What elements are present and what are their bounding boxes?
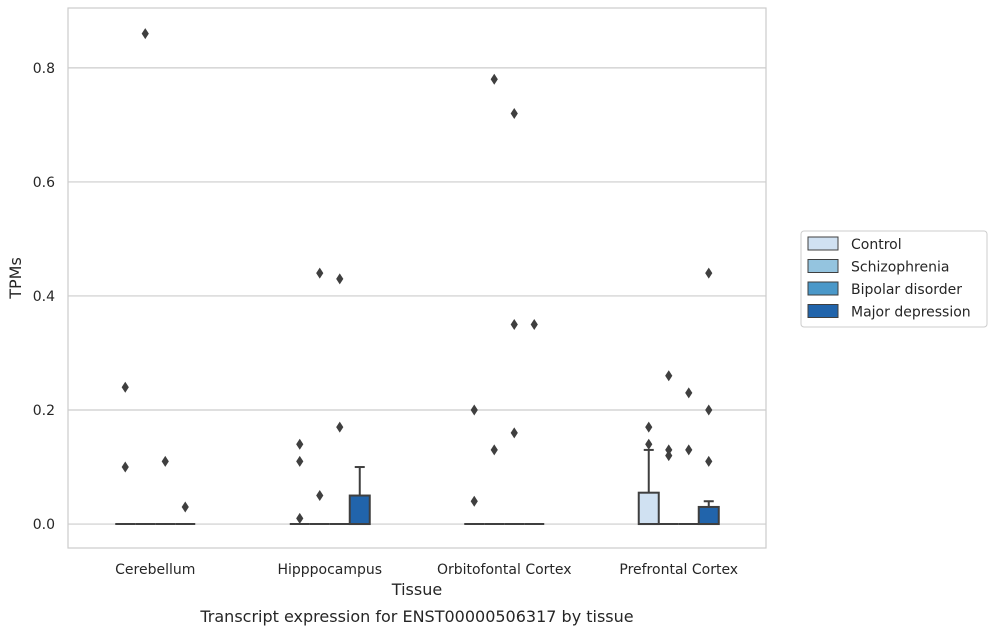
outlier-point <box>510 318 518 330</box>
box-control <box>637 448 660 526</box>
box-body <box>348 494 371 526</box>
outlier-point <box>336 273 344 285</box>
chart-title: Transcript expression for ENST0000050631… <box>199 607 633 626</box>
box-body <box>637 491 660 526</box>
outlier-point <box>121 461 129 473</box>
outlier-point <box>336 421 344 433</box>
outlier-point <box>490 73 498 85</box>
legend: Control Schizophrenia Bipolar disorder Majo… <box>800 230 988 328</box>
y-tick-label: 0.2 <box>33 403 55 419</box>
plot-frame <box>67 7 767 549</box>
outlier-point <box>181 501 189 513</box>
legend-label: Control <box>851 237 902 253</box>
x-tick-labels: Cerebellum Hipppocampus Orbitofontal Corte… <box>115 562 738 578</box>
x-axis-label: Tissue <box>391 580 442 599</box>
outlier-point <box>665 444 673 456</box>
legend-swatch <box>807 259 839 273</box>
outlier-point <box>316 490 324 502</box>
outlier-point <box>470 404 478 416</box>
y-tick-label: 0.6 <box>33 175 55 191</box>
outlier-point <box>161 455 169 467</box>
box-major-depression <box>697 500 720 526</box>
y-tick-labels: 0.0 0.2 0.4 0.6 0.8 <box>33 61 55 533</box>
x-tick-label: Prefrontal Cortex <box>619 562 738 578</box>
outlier-point <box>316 267 324 279</box>
grid-lines <box>68 67 766 525</box>
outlier-point <box>470 495 478 507</box>
outlier-point <box>645 438 653 450</box>
x-tick-label: Hipppocampus <box>277 562 382 578</box>
outlier-point <box>705 404 713 416</box>
legend-label: Bipolar disorder <box>851 282 962 298</box>
outlier-point <box>705 455 713 467</box>
outlier-point <box>296 455 304 467</box>
legend-swatch <box>807 281 839 296</box>
outlier-point <box>510 107 518 119</box>
x-tick-label: Cerebellum <box>115 562 195 578</box>
boxes <box>115 448 720 526</box>
outlier-point <box>510 427 518 439</box>
legend-swatch <box>807 304 839 318</box>
outlier-point <box>705 267 713 279</box>
outlier-point <box>296 438 304 450</box>
legend-label: Major depression <box>851 305 971 321</box>
outlier-point <box>665 450 673 462</box>
outlier-point <box>685 444 693 456</box>
outlier-point <box>121 381 129 393</box>
y-tick-label: 0.8 <box>33 61 55 77</box>
legend-frame <box>800 230 988 328</box>
y-tick-label: 0.4 <box>33 289 55 305</box>
outlier-point <box>685 387 693 399</box>
outliers <box>121 28 713 524</box>
x-tick-label: Orbitofontal Cortex <box>437 562 572 578</box>
outlier-point <box>141 28 149 40</box>
y-tick-label: 0.0 <box>33 517 55 533</box>
box-body <box>697 505 720 526</box>
outlier-point <box>530 318 538 330</box>
outlier-point <box>665 370 673 382</box>
y-axis-label: TPMs <box>6 257 25 300</box>
legend-label: Schizophrenia <box>851 260 949 276</box>
outlier-point <box>645 421 653 433</box>
box-major-depression <box>348 466 371 526</box>
outlier-point <box>296 512 304 524</box>
legend-swatch <box>807 236 839 251</box>
outlier-point <box>490 444 498 456</box>
